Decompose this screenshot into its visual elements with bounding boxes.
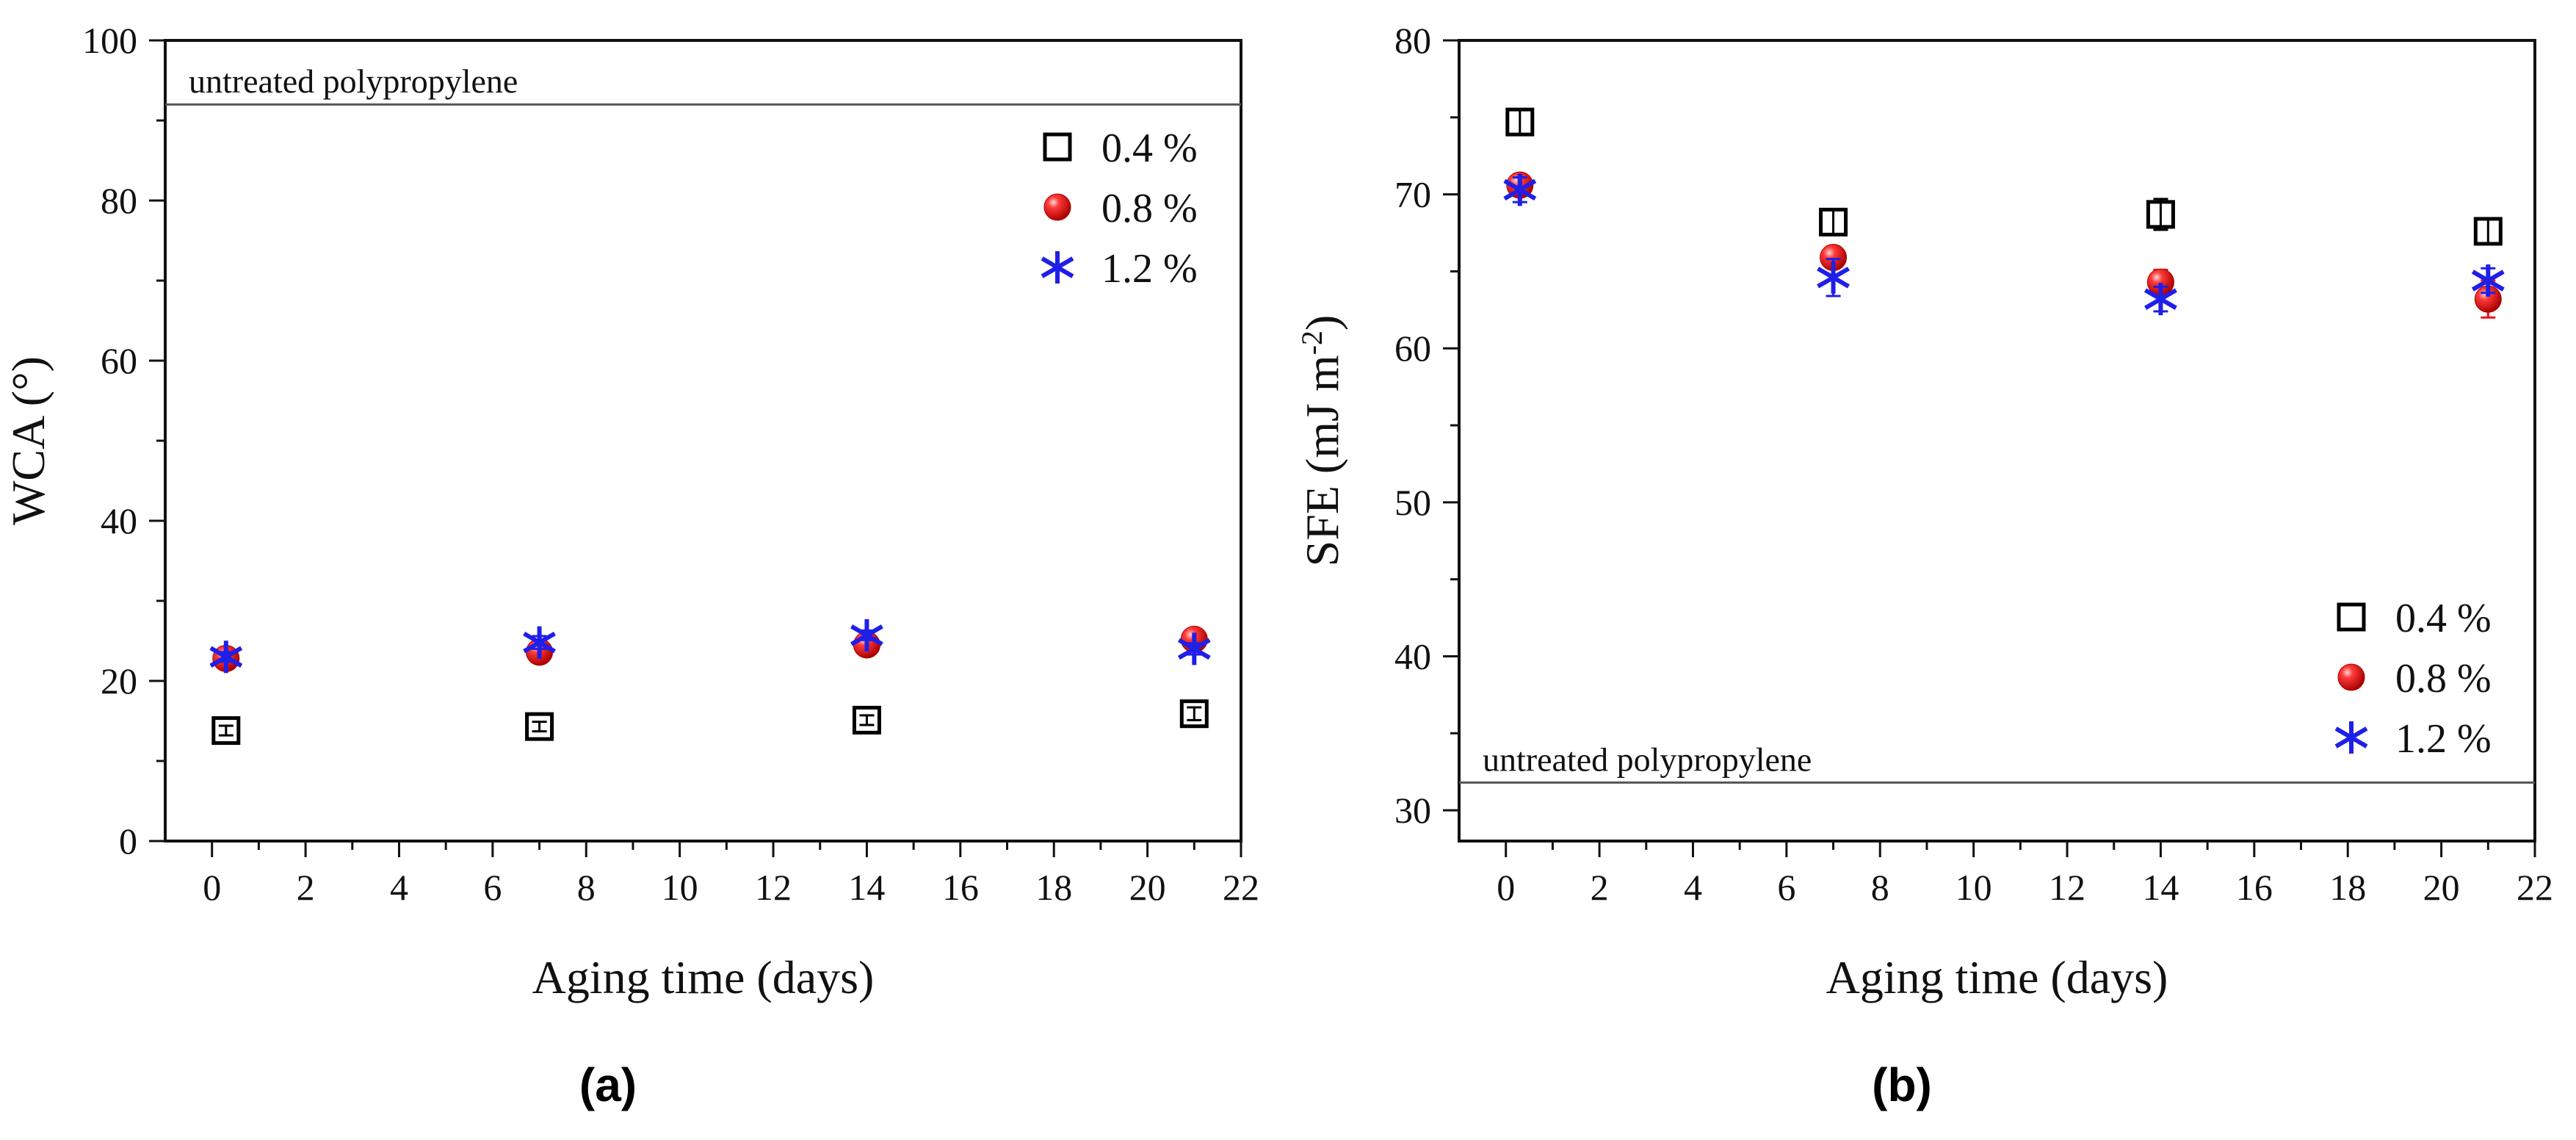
y-tick-label: 20 [101, 660, 137, 701]
plot-frame [1458, 39, 2536, 843]
series-1 [1505, 107, 2503, 246]
asterisk-stroke [209, 646, 243, 668]
data-point-asterisk [209, 641, 243, 674]
panel-label-b: (b) [1872, 1058, 1932, 1111]
x-tick-label: 0 [203, 867, 221, 908]
series-1 [211, 699, 1209, 746]
asterisk-stroke [1041, 256, 1074, 278]
series-2 [212, 625, 1208, 672]
x-tick-label: 10 [1955, 867, 1992, 908]
legend-marker [2337, 663, 2365, 691]
x-tick-label: 10 [662, 867, 698, 908]
x-tick-label: 8 [577, 867, 596, 908]
data-point-square [2473, 217, 2503, 246]
x-tick-label: 16 [2236, 867, 2273, 908]
legend-label: 0.8 % [2395, 656, 2492, 701]
data-point-square [211, 716, 241, 746]
x-tick-label: 4 [1684, 867, 1702, 908]
y-tick-label: 70 [1394, 174, 1431, 215]
asterisk-stroke [1817, 267, 1850, 289]
asterisk-stroke [1177, 638, 1211, 660]
y-tick-label: 60 [101, 340, 137, 381]
legend: 0.4 % 0.8 % 1.2 % [2334, 596, 2492, 762]
x-tick-label: 20 [2423, 867, 2460, 908]
y-axis-label: SFE (mJ m-2) [1295, 315, 1349, 567]
x-tick-label: 22 [1223, 867, 1259, 908]
asterisk-stroke [2471, 270, 2505, 292]
y-tick-label: 40 [101, 500, 137, 541]
y-tick-label: 80 [1394, 20, 1431, 61]
data-point-square [2146, 200, 2175, 229]
data-point-square [1505, 107, 1535, 137]
x-tick-label: 12 [755, 867, 792, 908]
x-tick-label: 6 [1777, 867, 1795, 908]
x-tick-label: 0 [1497, 867, 1515, 908]
legend-marker [2337, 602, 2366, 632]
series-3 [1503, 173, 2505, 316]
chart-panel-a: 0 2 4 6 8 10 12 14 16 18 20 22 0 20 40 60 80 100 Aging tim… [2, 20, 1259, 1003]
legend-label: 1.2 % [2395, 716, 2492, 762]
x-axis-label: Aging time (days) [1826, 951, 2168, 1003]
asterisk-stroke [2144, 288, 2177, 310]
legend-marker [1041, 251, 1074, 284]
x-tick-label: 8 [1871, 867, 1889, 908]
y-tick-label: 60 [1394, 328, 1431, 369]
x-tick-label: 22 [2517, 867, 2553, 908]
x-tick-label: 18 [2329, 867, 2366, 908]
x-tick-label: 18 [1035, 867, 1072, 908]
data-point-asterisk [1503, 173, 1537, 206]
y-tick-label: 50 [1394, 482, 1431, 523]
data-point-square [1179, 699, 1209, 729]
x-tick-label: 12 [2049, 867, 2085, 908]
asterisk-stroke [523, 631, 556, 654]
y-axis: 30 40 50 60 70 80 [1394, 20, 1459, 831]
plot-frame [164, 39, 1242, 843]
data-point-asterisk [1817, 261, 1850, 294]
reference-line-label: untreated polypropylene [1483, 740, 1812, 778]
x-tick-label: 2 [297, 867, 315, 908]
legend-label: 0.8 % [1101, 186, 1198, 231]
x-tick-label: 4 [390, 867, 408, 908]
x-tick-label: 16 [942, 867, 979, 908]
y-axis-label: WCA (°) [2, 356, 54, 525]
x-tick-label: 2 [1591, 867, 1609, 908]
data-point-asterisk [2471, 264, 2505, 297]
reference-line-label: untreated polypropylene [189, 62, 518, 100]
x-axis: 0 2 4 6 8 10 12 14 16 18 20 22 [203, 841, 1259, 908]
data-point-asterisk [1177, 632, 1211, 665]
legend-marker [2334, 721, 2368, 754]
y-tick-label: 30 [1394, 790, 1431, 831]
asterisk-stroke [850, 624, 883, 646]
asterisk-stroke [2334, 726, 2368, 748]
data-point-asterisk [850, 618, 883, 652]
legend: 0.4 % 0.8 % 1.2 % [1041, 126, 1198, 292]
y-tick-label: 100 [82, 20, 137, 61]
y-tick-label: 0 [119, 820, 137, 862]
chart-panel-b: 0 2 4 6 8 10 12 14 16 18 20 22 30 40 50 60 70 80 Aging tim… [1295, 20, 2554, 1003]
series-2 [1506, 171, 2502, 319]
data-point-asterisk [2144, 283, 2177, 316]
legend-marker [1043, 193, 1071, 221]
data-point-square [852, 705, 881, 735]
data-point-square [1819, 207, 1848, 237]
legend-label: 0.4 % [2395, 596, 2492, 641]
data-point-square [525, 712, 554, 741]
x-tick-label: 6 [483, 867, 502, 908]
x-tick-label: 20 [1129, 867, 1166, 908]
x-axis: 0 2 4 6 8 10 12 14 16 18 20 22 [1497, 841, 2553, 908]
x-tick-label: 14 [2142, 867, 2179, 908]
data-point-asterisk [523, 626, 556, 659]
asterisk-stroke [1503, 178, 1537, 201]
y-tick-label: 40 [1394, 635, 1431, 677]
panel-label-a: (a) [579, 1058, 637, 1111]
x-axis-label: Aging time (days) [532, 951, 875, 1003]
y-tick-label: 80 [101, 180, 137, 221]
legend-marker [1043, 132, 1072, 162]
legend-label: 1.2 % [1101, 246, 1198, 292]
y-axis: 0 20 40 60 80 100 [82, 20, 165, 862]
legend-label: 0.4 % [1101, 126, 1198, 171]
x-tick-label: 14 [848, 867, 885, 908]
series-3 [209, 618, 1211, 674]
